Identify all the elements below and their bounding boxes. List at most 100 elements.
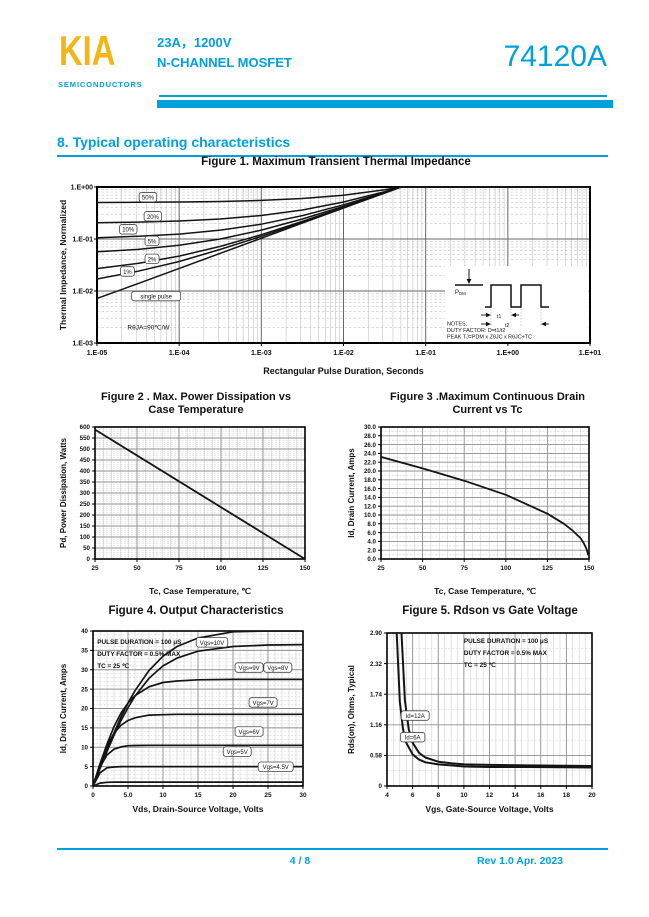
svg-text:6: 6 [411,792,415,799]
svg-text:1.E-02: 1.E-02 [72,289,93,296]
svg-text:150: 150 [80,523,91,530]
svg-text:DUTY FACTOR = 0.5% MAX: DUTY FACTOR = 0.5% MAX [97,651,181,658]
page-number: 4 / 8 [289,855,311,867]
logo-text: KIA [59,27,116,74]
svg-text:50: 50 [133,565,141,572]
part-number: 74120A [503,40,607,73]
svg-text:PEAK TJ=PDM x ZθJC x RθJC+TC: PEAK TJ=PDM x ZθJC x RθJC+TC [447,335,532,341]
svg-text:50: 50 [83,545,90,552]
svg-text:1.E-03: 1.E-03 [72,341,93,348]
svg-text:20%: 20% [147,215,160,221]
svg-text:0.0: 0.0 [367,556,376,563]
svg-text:12: 12 [486,792,494,799]
svg-text:5%: 5% [148,240,157,246]
svg-text:DUTY FACTOR: D=t1/t2: DUTY FACTOR: D=t1/t2 [447,328,505,334]
svg-text:1%: 1% [123,270,132,276]
svg-text:Id=12A: Id=12A [406,714,425,720]
svg-text:4.0: 4.0 [367,539,376,546]
svg-text:350: 350 [80,479,91,486]
svg-text:25: 25 [91,565,99,572]
figure-2-title: Figure 2 . Max. Power Dissipation vs Cas… [100,391,292,416]
svg-text:28.0: 28.0 [364,433,377,440]
svg-text:8.0: 8.0 [367,521,376,528]
svg-text:75: 75 [175,565,183,572]
svg-text:1.E+01: 1.E+01 [579,350,601,357]
svg-text:600: 600 [80,424,91,431]
figure-2-chart: 25 50 75 100 125 1506005505004504003503002502… [59,424,311,596]
svg-text:Id=6A: Id=6A [405,736,421,742]
svg-text:12.0: 12.0 [364,504,377,511]
svg-text:100: 100 [216,565,227,572]
figure-4-title: Figure 4. Output Characteristics [108,605,284,617]
figure-1-title: Figure 1. Maximum Transient Thermal Impe… [201,156,471,168]
figure-1-chart: 1.E-05 1.E-04 1.E-03 1.E-02 1.E-01 1.E+00 1.E+… [58,185,601,377]
figure-1: Figure 1. Maximum Transient Thermal Impe… [57,156,615,378]
svg-text:25: 25 [377,565,385,572]
svg-text:NOTES:: NOTES: [447,322,467,328]
svg-text:150: 150 [300,565,311,572]
figure-2: Figure 2 . Max. Power Dissipation vs Cas… [57,391,335,597]
svg-text:2.0: 2.0 [367,548,376,555]
svg-text:Vgs=7V: Vgs=7V [253,701,274,707]
svg-text:22.0: 22.0 [364,460,377,467]
svg-text:200: 200 [80,512,91,519]
svg-text:Vgs, Gate-Source Voltage, Volt: Vgs, Gate-Source Voltage, Volts [425,804,553,814]
svg-text:Id, Drain Current, Amps: Id, Drain Current, Amps [347,448,356,538]
svg-text:2.90: 2.90 [370,630,383,637]
svg-text:PDM: PDM [455,290,466,296]
svg-text:15: 15 [81,725,88,732]
svg-text:500: 500 [80,446,91,453]
svg-text:0.58: 0.58 [370,753,383,760]
svg-text:1.E+00: 1.E+00 [71,185,93,192]
svg-text:t2: t2 [505,323,509,329]
svg-text:Vds, Drain-Source Voltage, Vol: Vds, Drain-Source Voltage, Volts [133,804,264,814]
svg-text:5: 5 [85,764,89,771]
svg-text:1.E+00: 1.E+00 [497,350,519,357]
svg-text:300: 300 [80,490,91,497]
svg-text:0: 0 [85,783,89,790]
svg-text:150: 150 [584,565,595,572]
svg-text:100: 100 [500,565,511,572]
svg-text:1.E-02: 1.E-02 [333,350,354,357]
svg-text:10.0: 10.0 [364,512,377,519]
svg-text:Pd, Power Dissipation, Watts: Pd, Power Dissipation, Watts [59,438,68,548]
svg-text:1.E-01: 1.E-01 [415,350,436,357]
header-rule-thin [159,95,607,97]
svg-text:10%: 10% [122,228,135,234]
svg-text:100: 100 [80,534,91,541]
section-title: 8. Typical operating characteristics [57,134,608,157]
header-rule-thick [157,100,613,108]
svg-text:16: 16 [537,792,545,799]
svg-text:550: 550 [80,435,91,442]
svg-text:20: 20 [588,792,596,799]
part-description: 23A，1200V N-CHANNEL MOSFET [157,33,292,72]
svg-text:1.E-03: 1.E-03 [251,350,272,357]
svg-text:50%: 50% [142,196,155,202]
svg-text:Vgs=8V: Vgs=8V [267,666,288,672]
svg-text:Thermal Impedance, Normalized: Thermal Impedance, Normalized [58,200,68,330]
svg-text:125: 125 [258,565,269,572]
svg-text:Vgs=5V: Vgs=5V [227,750,248,756]
svg-text:Vgs=9V: Vgs=9V [239,666,260,672]
svg-text:Id, Drain Current, Amps: Id, Drain Current, Amps [59,663,68,753]
figure-3: Figure 3 .Maximum Continuous Drain Curre… [345,391,630,597]
svg-text:Rds(on), Ohms, Typical: Rds(on), Ohms, Typical [347,665,356,754]
figure-5-chart: 4 6 8 10 12 14 16 18 20 2.90 2.32 1.74 1.16 0.58 0 Vgs,… [347,630,596,814]
svg-text:0: 0 [91,792,95,799]
svg-text:2.32: 2.32 [370,661,383,668]
svg-text:1.74: 1.74 [370,692,383,699]
svg-text:DUTY FACTOR = 0.5% MAX: DUTY FACTOR = 0.5% MAX [464,650,548,657]
footer-rule [57,848,608,850]
svg-text:t1: t1 [497,314,501,320]
svg-text:14.0: 14.0 [364,495,377,502]
svg-text:1.16: 1.16 [370,722,383,729]
svg-text:TC = 25 ℃: TC = 25 ℃ [97,663,129,670]
svg-text:0: 0 [87,556,91,563]
svg-text:450: 450 [80,457,91,464]
svg-text:30: 30 [299,792,307,799]
svg-text:1.E-05: 1.E-05 [87,350,108,357]
svg-text:125: 125 [542,565,553,572]
svg-text:0: 0 [379,783,383,790]
svg-text:Vgs=6V: Vgs=6V [239,730,260,736]
